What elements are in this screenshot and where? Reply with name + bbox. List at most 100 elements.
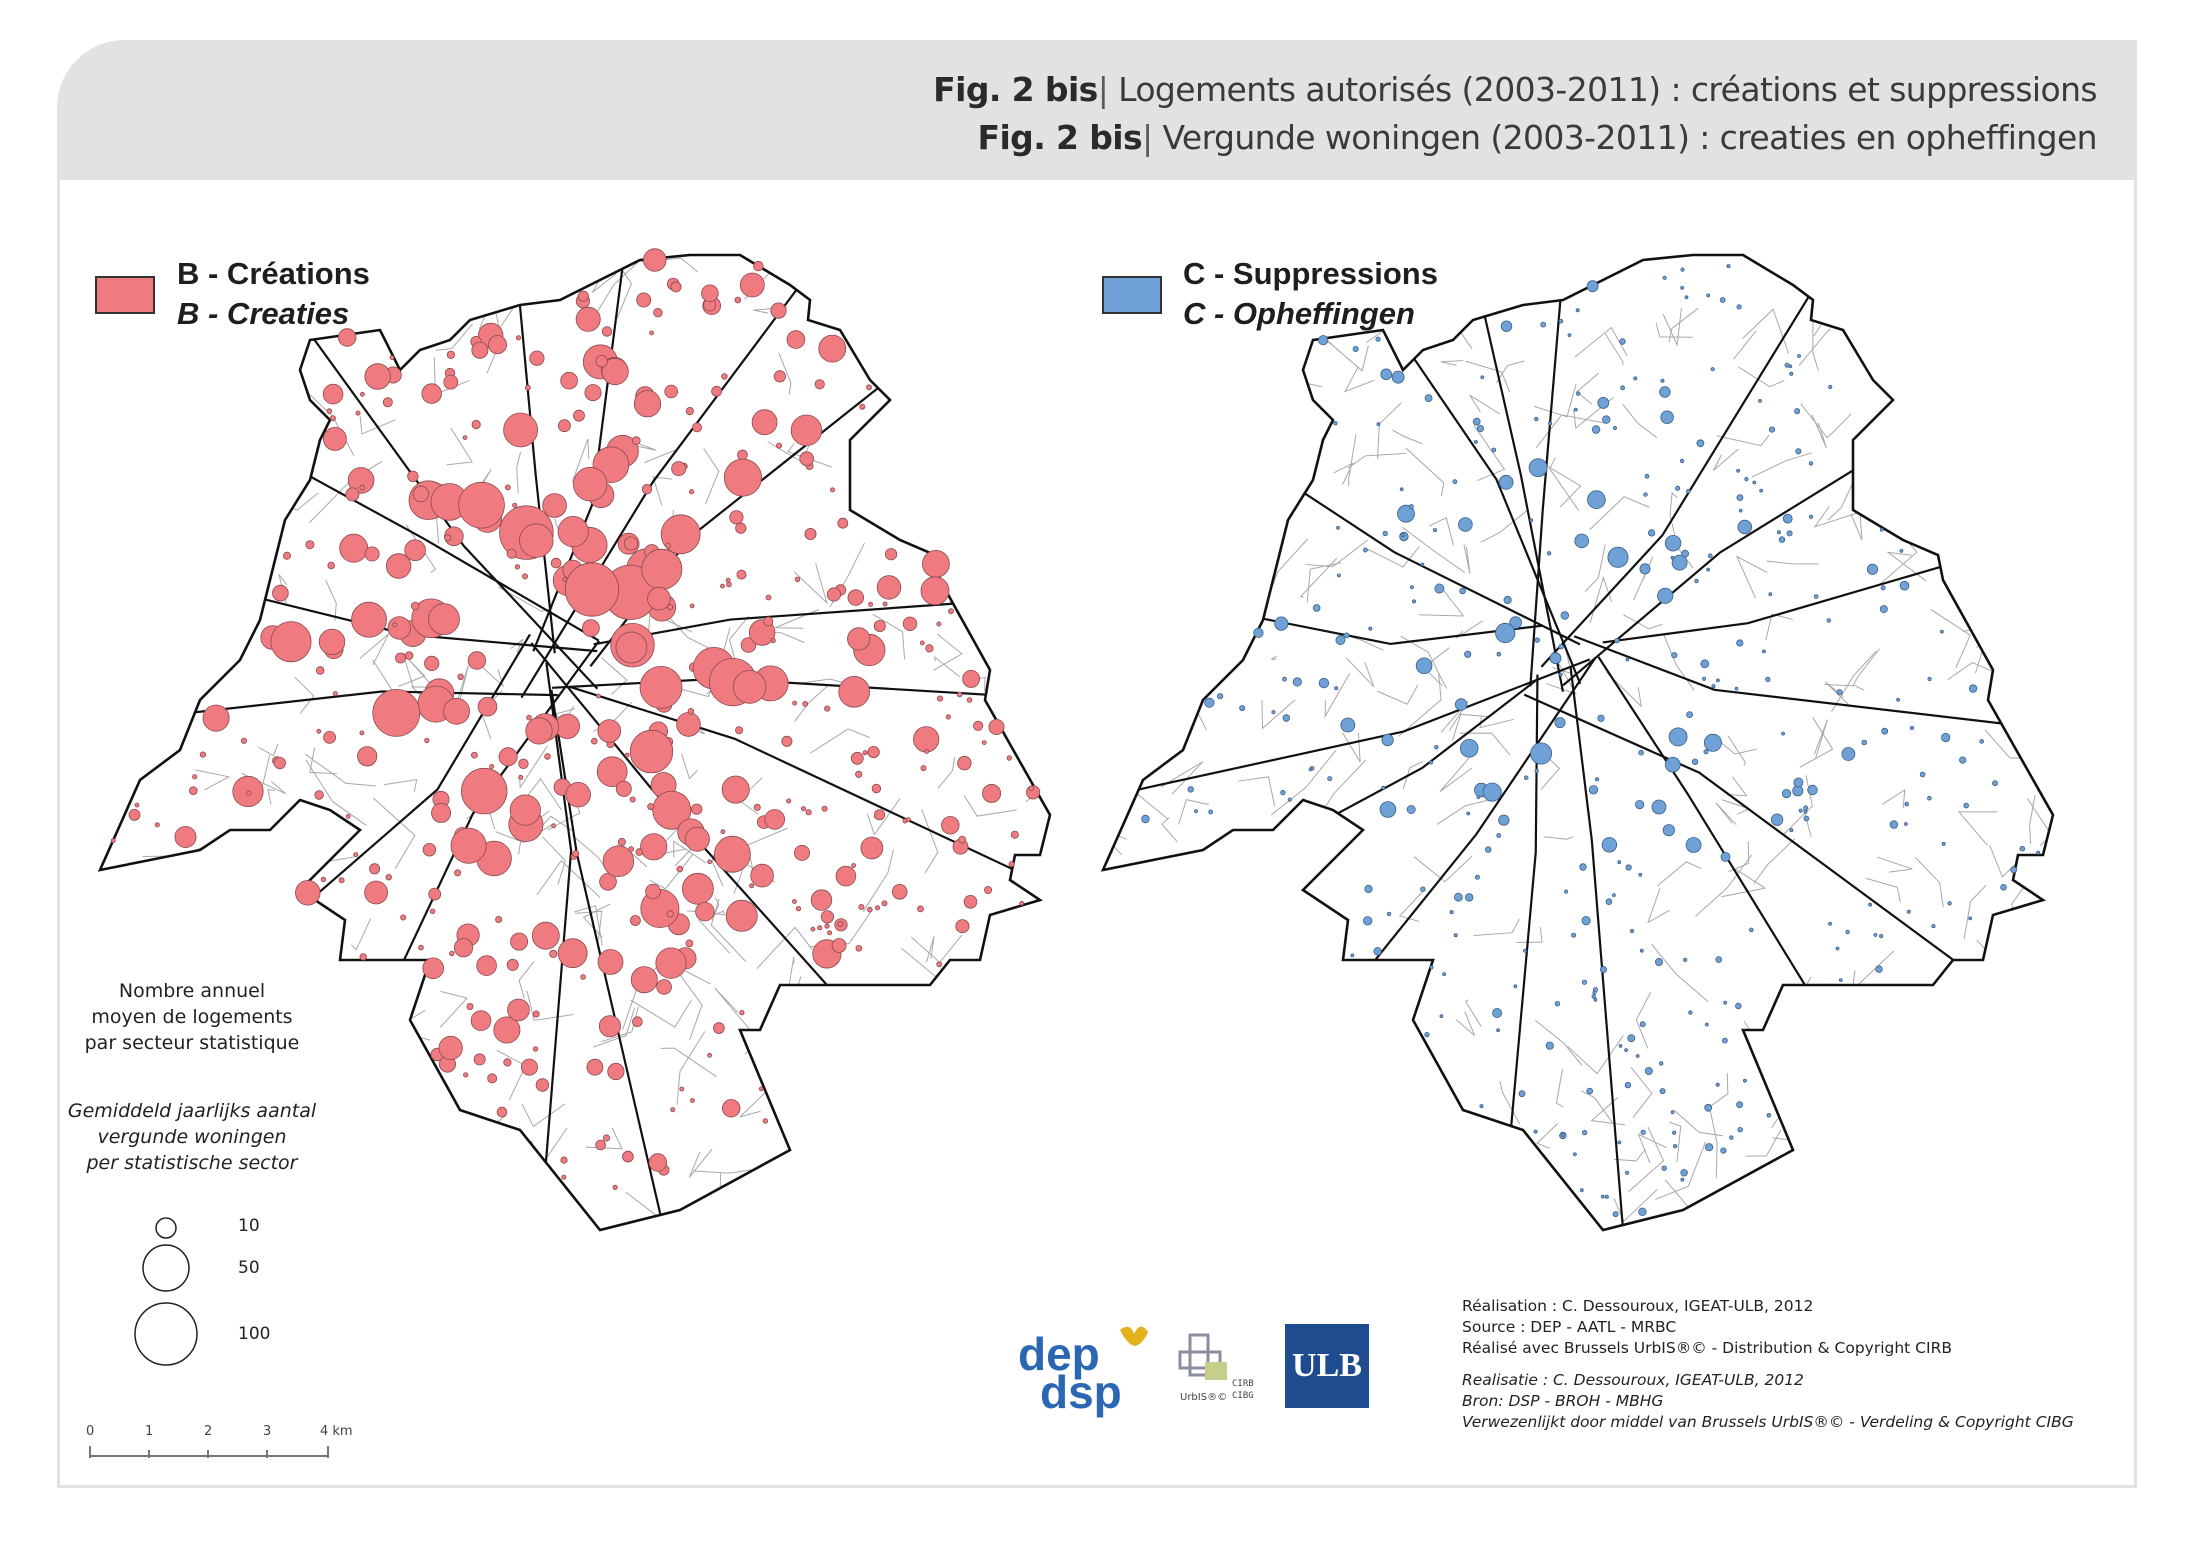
- sector-bubble: [1896, 697, 1900, 702]
- size-legend: [134, 1217, 198, 1366]
- sector-bubble: [1737, 519, 1753, 535]
- sector-bubble: [345, 487, 360, 502]
- sector-bubble: [305, 540, 315, 550]
- sector-bubble: [682, 872, 714, 905]
- sector-bubble: [631, 436, 641, 445]
- sector-bubble: [750, 863, 774, 888]
- sector-bubble: [711, 385, 722, 397]
- sector-bubble: [1453, 933, 1458, 938]
- size-legend-circle-10: [155, 1217, 177, 1239]
- sector-bubble: [753, 260, 764, 272]
- sector-bubble: [1491, 447, 1497, 453]
- sector-bubble: [1466, 811, 1471, 816]
- sector-bubble: [1644, 473, 1650, 479]
- sector-bubble: [503, 1058, 512, 1067]
- sector-bubble: [1363, 547, 1368, 553]
- sector-bubble: [1688, 1010, 1693, 1015]
- sector-bubble: [467, 651, 487, 670]
- sector-bubble: [818, 334, 847, 363]
- sector-bubble: [1875, 965, 1883, 973]
- sector-bubble: [805, 809, 812, 816]
- sector-bubble: [691, 803, 703, 815]
- sector-bubble: [1711, 684, 1716, 689]
- sector-bubble: [1776, 530, 1781, 535]
- sector-bubble: [725, 577, 731, 583]
- sector-bubble: [1684, 295, 1689, 300]
- sector-bubble: [1927, 795, 1932, 801]
- sector-bubble: [955, 919, 970, 934]
- sector-bubble: [725, 899, 758, 932]
- sector-bubble: [1735, 1002, 1742, 1010]
- sector-bubble: [1803, 815, 1810, 822]
- sector-bubble: [422, 843, 437, 857]
- sector-bubble: [1318, 335, 1329, 346]
- urbis-logo: UrbIS®© CIRB CIBG: [1178, 1333, 1254, 1403]
- sector-bubble: [753, 803, 761, 811]
- size-label-50: 50: [238, 1258, 260, 1278]
- sector-bubble: [526, 714, 532, 721]
- sector-bubble: [1591, 994, 1596, 999]
- sector-bubble: [1639, 1021, 1646, 1028]
- sector-bubble: [596, 693, 601, 699]
- sector-bubble: [936, 621, 942, 627]
- sector-bubble: [1554, 717, 1566, 729]
- sector-bubble: [924, 749, 930, 754]
- sector-bubble: [1382, 530, 1388, 537]
- sector-bubble: [1845, 929, 1850, 935]
- sector-bubble: [314, 790, 324, 800]
- sector-bubble: [1694, 578, 1699, 584]
- credits-fr: Réalisation : C. Dessouroux, IGEAT-ULB, …: [1462, 1297, 1952, 1357]
- credits-nl: Realisatie : C. Dessouroux, IGEAT-ULB, 2…: [1462, 1371, 2074, 1431]
- sector-bubble: [351, 601, 387, 638]
- sector-bubble: [758, 1086, 764, 1092]
- sector-bubble: [1861, 739, 1867, 746]
- sector-bubble: [1253, 627, 1264, 638]
- sector-bubble: [1605, 898, 1613, 905]
- region-background: [1103, 255, 2053, 1230]
- sector-bubble: [1643, 492, 1648, 497]
- sector-bubble: [1620, 385, 1625, 391]
- sector-bubble: [827, 930, 833, 936]
- sector-bubble: [1391, 370, 1405, 384]
- sector-bubble: [1595, 777, 1600, 782]
- sector-bubble: [1781, 788, 1792, 799]
- sector-bubble: [1715, 956, 1722, 963]
- sector-bubble: [925, 644, 934, 653]
- sector-bubble: [948, 608, 954, 615]
- sector-bubble: [1736, 494, 1744, 502]
- size-legend-circle-50: [142, 1244, 190, 1292]
- sector-bubble: [338, 328, 357, 347]
- sector-bubble: [786, 330, 806, 349]
- sector-bubble: [1617, 860, 1622, 865]
- sector-bubble: [1749, 927, 1754, 933]
- sector-bubble: [1006, 755, 1012, 761]
- sector-bubble: [1282, 714, 1290, 722]
- sector-bubble: [1607, 546, 1629, 568]
- sector-bubble: [1672, 1143, 1678, 1149]
- sector-bubble: [345, 814, 351, 819]
- sector-bubble: [1028, 785, 1035, 791]
- sector-bubble: [1765, 676, 1771, 683]
- sector-bubble: [1318, 677, 1330, 689]
- sector-bubble: [1979, 739, 1984, 744]
- sector-bubble: [1723, 1000, 1728, 1005]
- sector-bubble: [154, 822, 160, 828]
- bubbles: [110, 248, 1041, 1191]
- sector-bubble: [1789, 828, 1794, 833]
- sector-bubble: [1575, 308, 1580, 313]
- sector-bubble: [564, 562, 620, 617]
- sector-bubble: [395, 652, 406, 664]
- sector-bubble: [826, 587, 842, 602]
- sector-bubble: [509, 794, 541, 826]
- sector-bubble: [272, 584, 289, 602]
- sector-bubble: [957, 755, 972, 771]
- sector-bubble: [641, 484, 653, 495]
- sector-bubble: [1612, 425, 1617, 430]
- sector-bubble: [1312, 604, 1321, 612]
- sector-bubble: [602, 1134, 611, 1142]
- sector-bubble: [1597, 714, 1605, 722]
- sector-bubble: [1586, 280, 1599, 293]
- sector-bubble: [544, 753, 551, 760]
- caption-nl: Gemiddeld jaarlijks aantal vergunde woni…: [67, 1100, 317, 1174]
- sector-bubble: [1381, 733, 1394, 747]
